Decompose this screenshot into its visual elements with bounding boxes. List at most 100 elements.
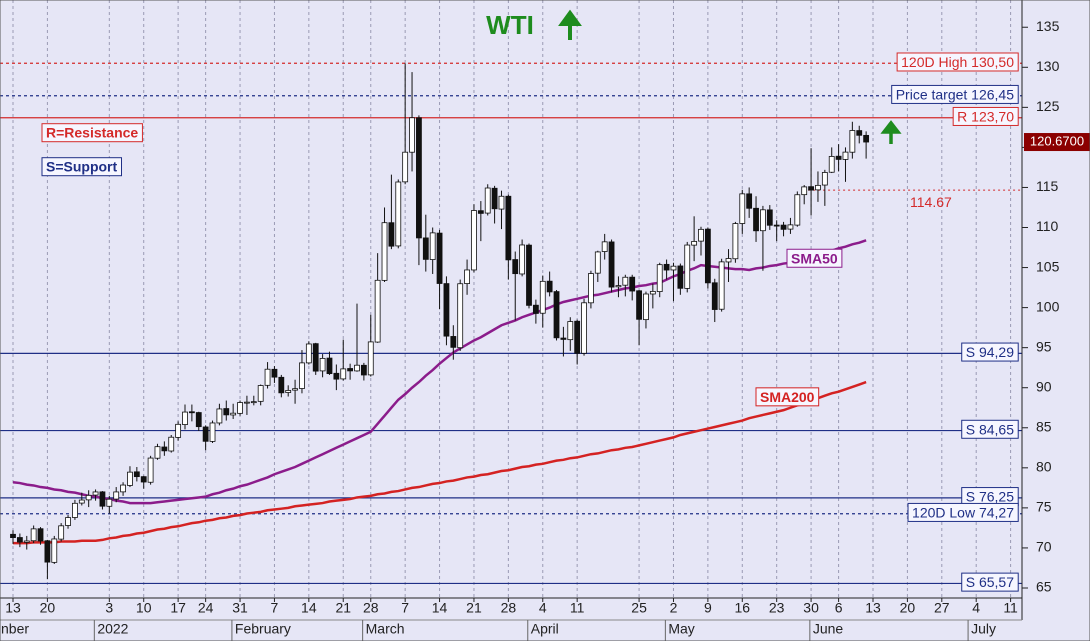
candle-body — [92, 491, 99, 496]
candle-body — [622, 276, 629, 286]
candle-body — [691, 241, 698, 246]
candle-body — [127, 471, 133, 486]
candle-body — [532, 304, 539, 314]
candle-body — [512, 259, 519, 275]
candle-body — [388, 222, 395, 247]
candle-body — [704, 228, 711, 284]
candle-body — [464, 269, 470, 284]
x-tick-label: 20 — [900, 600, 916, 616]
y-tick-label: 80 — [1036, 459, 1052, 475]
x-tick-label: 21 — [335, 600, 351, 616]
candle-body — [168, 436, 175, 452]
candle-body — [656, 264, 663, 292]
month-label: February — [235, 621, 291, 637]
level-label-box — [891, 84, 1019, 104]
candle-body — [271, 368, 278, 378]
candle-body — [299, 362, 305, 389]
y-tick-label: 105 — [1036, 258, 1060, 274]
series-label: SMA200 — [760, 389, 815, 405]
level-label-box — [952, 106, 1019, 126]
level-label: Price target 126,45 — [896, 86, 1015, 102]
candle-body — [409, 117, 415, 153]
candle-body — [175, 423, 182, 438]
level-label: S 76,25 — [966, 489, 1014, 505]
candle-body — [677, 265, 684, 289]
candle-body — [37, 528, 44, 542]
candle-body — [526, 244, 532, 306]
last-price-box — [1024, 133, 1090, 152]
candle-body — [285, 390, 292, 393]
note-box — [41, 157, 123, 177]
candle-body — [305, 343, 312, 364]
candle-body — [519, 244, 526, 275]
candle-body — [457, 283, 464, 349]
candle-body — [78, 499, 85, 504]
x-tick-label: 7 — [401, 600, 409, 616]
candle-body — [113, 491, 120, 500]
candle-body — [746, 193, 753, 209]
candle-body — [347, 368, 354, 372]
x-tick-label: 28 — [363, 600, 379, 616]
candle-body — [815, 184, 821, 191]
candle-body — [51, 538, 58, 563]
candle-body — [443, 283, 450, 337]
candle-body — [120, 484, 126, 493]
month-label: June — [813, 621, 844, 637]
level-label-box — [961, 419, 1019, 439]
level-label: S 65,57 — [966, 574, 1014, 590]
series-label-box — [786, 248, 843, 268]
candle-body — [367, 341, 374, 376]
candle-body — [739, 193, 746, 224]
candle-body — [849, 130, 856, 153]
x-tick-label: 25 — [631, 600, 647, 616]
x-tick-label: 13 — [5, 600, 21, 616]
x-tick-label: 27 — [934, 600, 950, 616]
candle-body — [202, 426, 209, 442]
y-tick-label: 95 — [1036, 338, 1052, 354]
note: S=Support — [46, 159, 118, 175]
up-arrow — [880, 120, 902, 144]
candle-body — [147, 457, 154, 483]
candle-body — [381, 222, 388, 281]
candle-body — [319, 357, 326, 372]
candle-body — [491, 187, 498, 210]
candle-body — [436, 232, 443, 284]
x-tick-label: 20 — [40, 600, 56, 616]
x-tick-label: 28 — [501, 600, 517, 616]
candle-body — [732, 223, 739, 260]
candle-body — [264, 368, 271, 386]
level-label: S 94,29 — [966, 344, 1014, 360]
candle-body — [450, 336, 457, 348]
candle-body — [471, 210, 477, 271]
last-price-label: 120.6700 — [1030, 133, 1084, 148]
candle-body — [505, 195, 512, 261]
candle-body — [292, 388, 298, 391]
candle-body — [340, 368, 347, 380]
labels: 120D High 130,50 Price target 126,45 R 123… — [41, 52, 1019, 592]
candle-body — [539, 280, 546, 314]
candles — [10, 63, 870, 580]
candle-body — [670, 265, 677, 271]
month-label: April — [531, 621, 559, 637]
x-tick-label: 14 — [432, 600, 448, 616]
month-label: March — [366, 621, 405, 637]
x-tick-label: 31 — [232, 600, 248, 616]
candle-body — [182, 411, 188, 425]
x-tick-label: 9 — [704, 600, 712, 616]
x-tick-label: 3 — [105, 600, 113, 616]
y-tick-label: 130 — [1036, 58, 1060, 74]
candle-body — [718, 261, 725, 310]
candle-body — [477, 210, 484, 214]
y-tick-label: 85 — [1036, 418, 1052, 434]
candle-body — [278, 376, 285, 394]
candle-body — [65, 517, 71, 526]
note: R=Resistance — [46, 125, 138, 141]
candle-body — [85, 494, 92, 501]
candle-body — [223, 408, 230, 416]
candle-body — [842, 151, 849, 160]
x-tick-label: 11 — [1003, 600, 1018, 616]
candle-body — [58, 525, 65, 540]
candle-body — [16, 537, 23, 543]
candle-body — [801, 186, 808, 196]
